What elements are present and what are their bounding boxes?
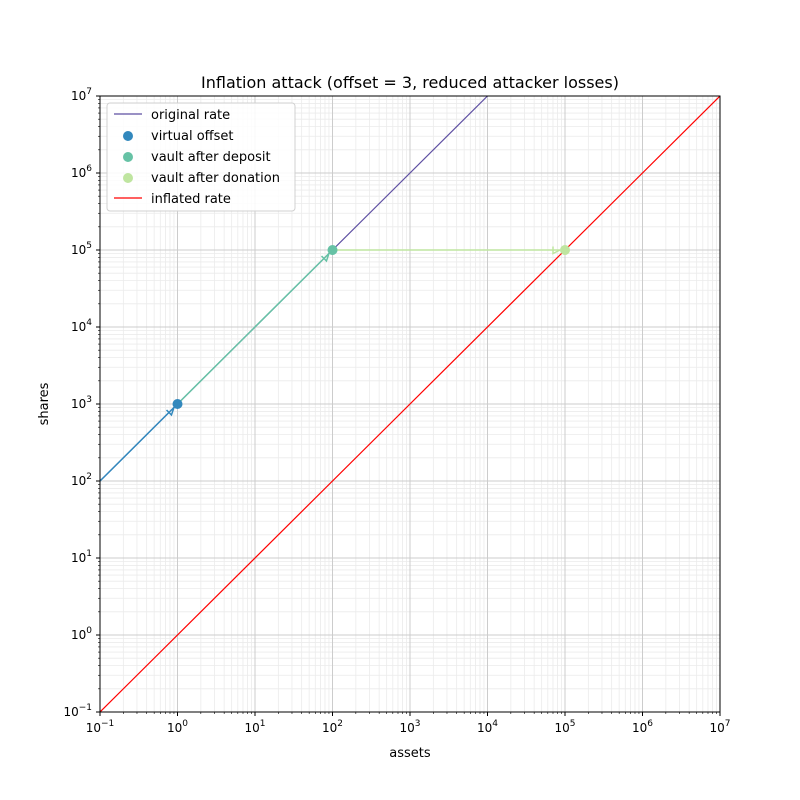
legend-label: virtual offset	[151, 129, 233, 144]
y-tick-label: 105	[71, 241, 92, 257]
legend-swatch-marker	[123, 173, 133, 183]
y-tick-label: 100	[71, 626, 92, 642]
legend-swatch-marker	[123, 131, 133, 141]
virtual-offset-point	[172, 399, 183, 409]
y-tick-label: 102	[71, 472, 92, 488]
y-tick-label: 104	[71, 318, 92, 334]
y-tick-label: 103	[71, 395, 92, 411]
inflated-rate-line	[100, 96, 720, 712]
arrow-shaft	[100, 406, 175, 482]
x-tick-label: 10−1	[86, 719, 115, 735]
x-tick-label: 104	[477, 719, 498, 735]
x-axis-label: assets	[389, 746, 431, 761]
x-tick-label: 103	[399, 719, 420, 735]
vault-after-deposit-point	[327, 245, 338, 255]
arrow-head	[552, 246, 561, 255]
y-tick-label: 10−1	[63, 703, 92, 719]
arrow-shaft	[176, 252, 330, 405]
x-tick-label: 105	[554, 719, 575, 735]
vault-after-donation-point	[560, 245, 570, 255]
x-tick-label: 106	[632, 719, 653, 735]
plot-area	[100, 96, 720, 712]
legend-label: original rate	[151, 108, 230, 123]
y-tick-label: 107	[71, 87, 92, 103]
legend-swatch-marker	[123, 152, 133, 162]
legend-label: vault after donation	[151, 171, 280, 186]
legend-label: inflated rate	[151, 192, 231, 207]
y-tick-label: 106	[71, 164, 92, 180]
legend-label: vault after deposit	[151, 150, 271, 165]
arrow-head	[165, 407, 175, 417]
legend: original rate virtual offset vault after d…	[106, 102, 296, 212]
arrow-head	[320, 253, 330, 263]
x-tick-label: 101	[244, 719, 265, 735]
legend-box	[106, 102, 296, 212]
x-tick-label: 102	[322, 719, 343, 735]
y-axis-label: shares	[37, 382, 52, 425]
x-tick-label: 107	[709, 719, 730, 735]
chart-title: Inflation attack (offset = 3, reduced at…	[201, 73, 619, 92]
ticks: 10−1 100 101 102 103 104 105 106 107 10−1 100 101 10…	[63, 87, 730, 735]
y-tick-label: 101	[71, 549, 92, 565]
x-tick-label: 100	[167, 719, 188, 735]
plot-marks	[100, 96, 720, 712]
